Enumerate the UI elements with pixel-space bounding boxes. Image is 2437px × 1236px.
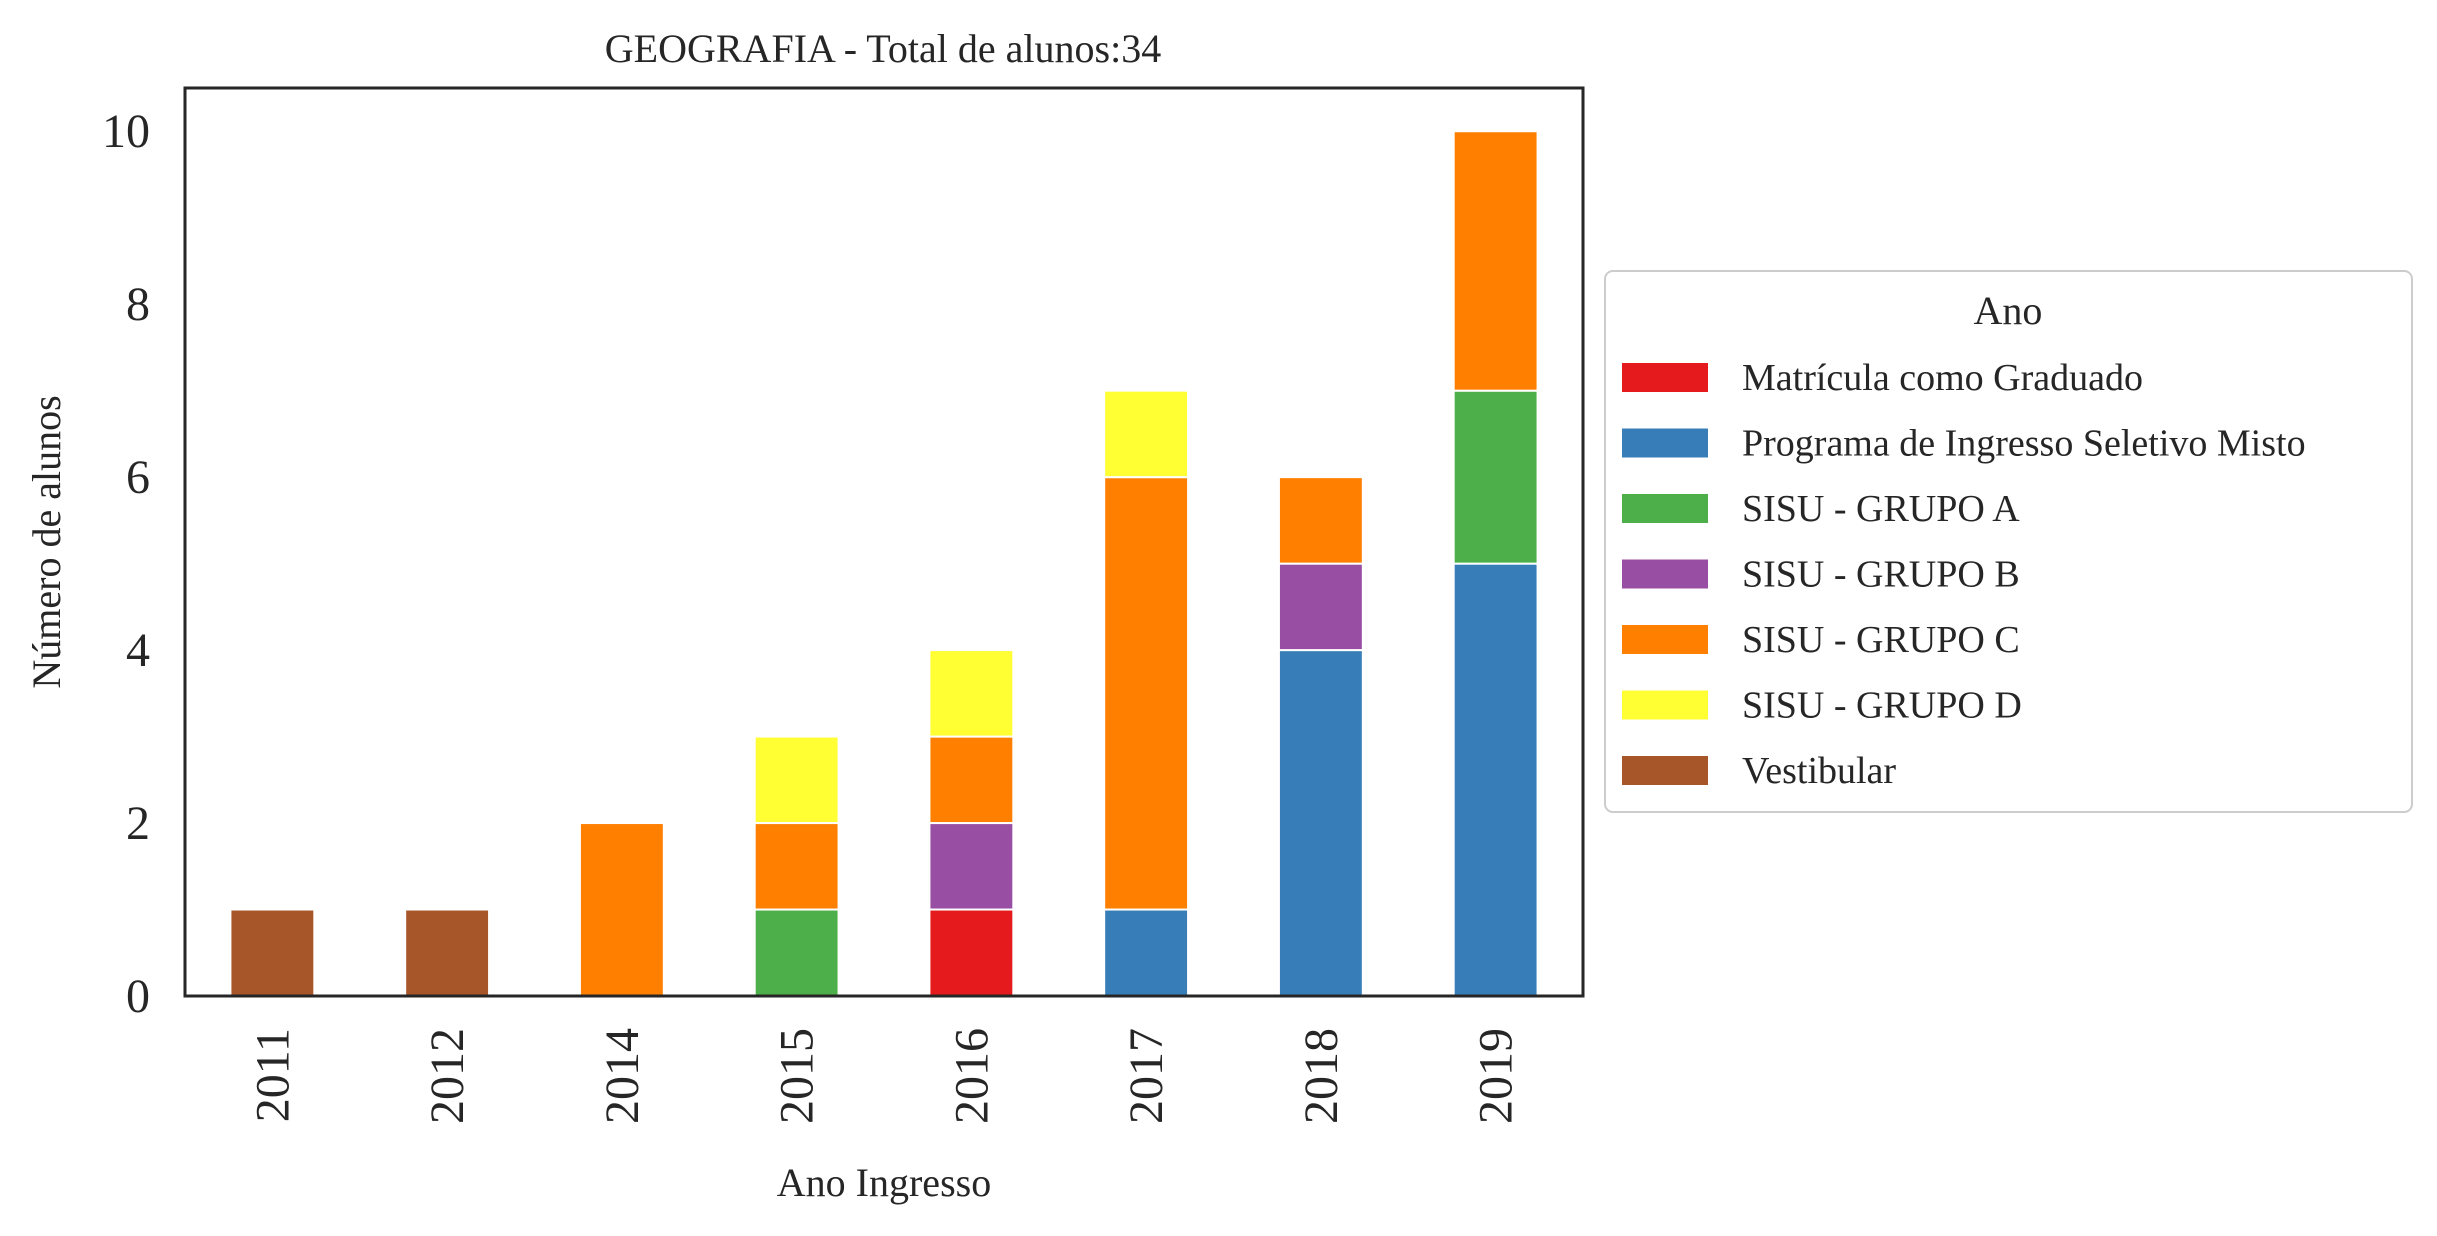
y-tick-label-1: 2 bbox=[126, 797, 150, 850]
x-axis-label: Ano Ingresso bbox=[777, 1160, 991, 1205]
bar-segment-2016-s0 bbox=[928, 908, 1015, 997]
x-tick-label-2: 2014 bbox=[596, 1028, 649, 1124]
legend-items: Matrícula como Graduado Programa de Ingre… bbox=[1622, 357, 2306, 792]
x-tick-label-1: 2012 bbox=[421, 1028, 474, 1124]
legend-label-0: Matrícula como Graduado bbox=[1742, 357, 2143, 399]
y-tick-label-5: 10 bbox=[102, 105, 150, 158]
legend-label-1: Programa de Ingresso Seletivo Misto bbox=[1742, 423, 2306, 465]
x-tick-label-3: 2015 bbox=[771, 1028, 824, 1124]
plot-area-frame bbox=[183, 86, 1585, 998]
bar-segment-2016-s3 bbox=[928, 822, 1015, 911]
bars-group bbox=[229, 130, 1539, 997]
legend-swatch-2 bbox=[1622, 494, 1708, 523]
legend-label-6: Vestibular bbox=[1742, 750, 1896, 792]
bar-segment-2016-s4 bbox=[928, 735, 1015, 825]
bar-segment-2017-s4 bbox=[1103, 476, 1190, 911]
legend-swatch-6 bbox=[1622, 756, 1708, 785]
bar-segment-2019-s2 bbox=[1452, 389, 1539, 565]
bar-segment-2016-s5 bbox=[928, 649, 1015, 738]
y-tick-label-0: 0 bbox=[126, 970, 150, 1023]
bar-segment-2015-s4 bbox=[753, 822, 840, 911]
legend-label-3: SISU - GRUPO B bbox=[1742, 554, 2020, 596]
legend-swatch-4 bbox=[1622, 625, 1708, 654]
bar-segment-2018-s3 bbox=[1277, 562, 1364, 652]
bar-segment-2011-s6 bbox=[229, 908, 316, 997]
x-tick-label-5: 2017 bbox=[1120, 1028, 1173, 1124]
legend-label-4: SISU - GRUPO C bbox=[1742, 619, 2020, 661]
legend-title: Ano bbox=[1974, 288, 2043, 333]
legend-swatch-3 bbox=[1622, 559, 1708, 589]
legend-swatch-5 bbox=[1622, 690, 1708, 720]
bar-segment-2014-s4 bbox=[578, 822, 665, 997]
bar-segment-2015-s5 bbox=[753, 735, 840, 825]
x-tick-label-0: 2011 bbox=[246, 1028, 299, 1122]
chart-title: GEOGRAFIA - Total de alunos:34 bbox=[605, 26, 1161, 71]
y-tick-label-4: 8 bbox=[126, 278, 150, 331]
bar-segment-2018-s4 bbox=[1277, 476, 1364, 565]
y-axis-ticks: 0 2 4 6 8 10 bbox=[102, 105, 150, 1023]
legend-label-5: SISU - GRUPO D bbox=[1742, 685, 2022, 727]
x-tick-label-6: 2018 bbox=[1295, 1028, 1348, 1124]
legend-swatch-1 bbox=[1622, 428, 1708, 458]
legend-frame bbox=[1604, 270, 2413, 813]
bar-segment-2017-s5 bbox=[1103, 389, 1190, 479]
bar-segment-2012-s6 bbox=[404, 908, 491, 997]
legend-label-2: SISU - GRUPO A bbox=[1742, 488, 2020, 530]
x-tick-label-4: 2016 bbox=[945, 1028, 998, 1124]
legend: Ano Matrícula como Graduado Programa de I… bbox=[1604, 270, 2413, 813]
bar-segment-2019-s4 bbox=[1452, 130, 1539, 392]
y-tick-label-2: 4 bbox=[126, 624, 150, 677]
bar-segment-2015-s2 bbox=[753, 908, 840, 997]
bar-segment-2018-s1 bbox=[1277, 649, 1364, 997]
legend-swatch-0 bbox=[1622, 363, 1708, 392]
y-tick-label-3: 6 bbox=[126, 451, 150, 504]
x-axis-ticks: 2011 2012 2014 2015 2016 2017 2018 2019 bbox=[246, 1028, 1522, 1124]
bar-segment-2017-s1 bbox=[1103, 908, 1190, 997]
y-axis-label: Número de alunos bbox=[24, 395, 69, 688]
x-tick-label-7: 2019 bbox=[1470, 1028, 1523, 1124]
bar-segment-2019-s1 bbox=[1452, 562, 1539, 997]
